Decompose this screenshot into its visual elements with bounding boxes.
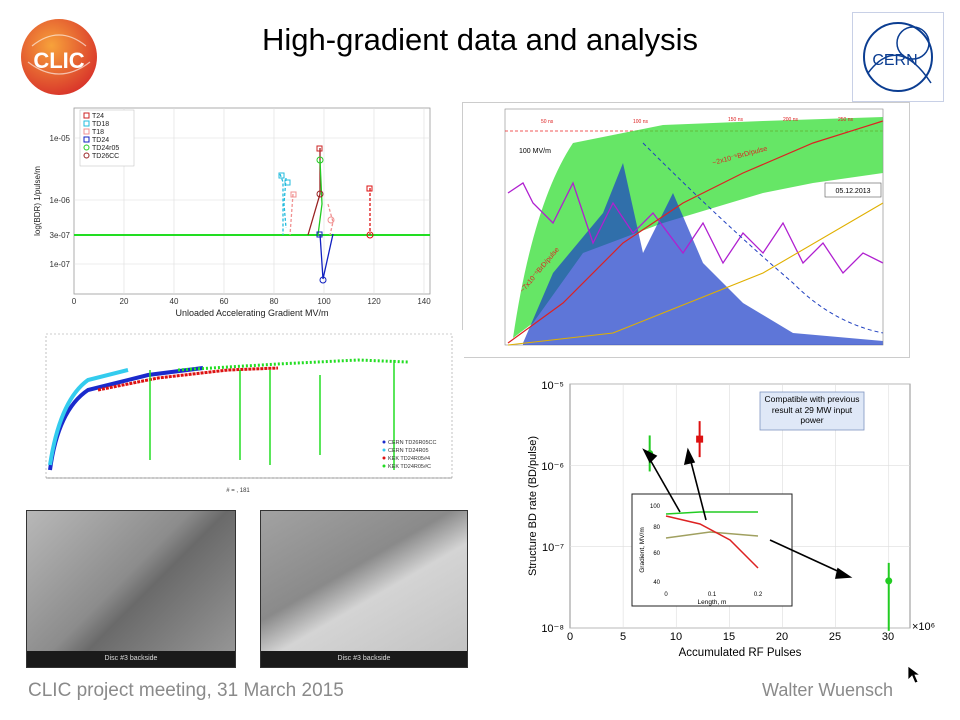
date-annotation: 05.12.2013 xyxy=(835,188,870,195)
sem-caption-right: Disc #3 backside xyxy=(261,651,467,667)
conditioning-history-plot: 100 MV/m 05.12.2013 ~2x10⁻⁵BrD/pulse ~7x… xyxy=(462,102,910,358)
svg-text:80: 80 xyxy=(653,525,660,531)
svg-text:TD24: TD24 xyxy=(92,137,109,144)
svg-text:10: 10 xyxy=(670,631,682,643)
svg-text:T24: T24 xyxy=(92,113,104,120)
y-axis-label: log(BDR) 1/pulse/m xyxy=(33,166,42,236)
svg-text:140: 140 xyxy=(417,297,431,306)
svg-text:Length, m: Length, m xyxy=(698,599,727,606)
bdr-vs-gradient-plot: T24 TD18 T18 TD24 TD24r05 TD26CC 1e-05 1… xyxy=(28,104,438,326)
svg-text:200 ns: 200 ns xyxy=(783,117,799,123)
structure-x-label: Accumulated RF Pulses xyxy=(679,647,802,659)
svg-text:20: 20 xyxy=(776,631,788,643)
svg-text:TD26CC: TD26CC xyxy=(92,153,119,160)
x-multiplier: ×10⁶ xyxy=(912,621,935,633)
svg-text:25: 25 xyxy=(829,631,841,643)
sem-caption-left: Disc #3 backside xyxy=(27,651,235,667)
mouse-cursor-icon xyxy=(906,664,924,686)
svg-text:KEK TD24R05#4: KEK TD24R05#4 xyxy=(388,456,430,462)
compatibility-note: Compatible with previous result at 29 MW… xyxy=(764,394,860,425)
data-point xyxy=(885,577,893,585)
slide-title: High-gradient data and analysis xyxy=(262,22,698,57)
svg-text:250 ns: 250 ns xyxy=(838,117,854,123)
svg-text:100: 100 xyxy=(317,297,331,306)
svg-text:20: 20 xyxy=(120,297,129,306)
svg-text:5: 5 xyxy=(620,631,626,643)
x-axis-label: Unloaded Accelerating Gradient MV/m xyxy=(175,308,328,318)
svg-text:40: 40 xyxy=(170,297,179,306)
footer-meeting: CLIC project meeting, 31 March 2015 xyxy=(28,680,344,701)
ytick: 1e-07 xyxy=(50,260,71,269)
gradient-annotation: 100 MV/m xyxy=(519,148,551,155)
svg-text:80: 80 xyxy=(270,297,279,306)
svg-text:60: 60 xyxy=(220,297,229,306)
cern-logo-graphic: CERN xyxy=(863,22,933,92)
svg-text:100 ns: 100 ns xyxy=(633,119,649,125)
svg-text:TD18: TD18 xyxy=(92,121,109,128)
footer-author: Walter Wuensch xyxy=(762,680,894,700)
svg-text:120: 120 xyxy=(367,297,381,306)
svg-text:10⁻⁵: 10⁻⁵ xyxy=(541,380,564,392)
svg-text:30: 30 xyxy=(882,631,894,643)
clic-logo-graphic: CLIC xyxy=(21,19,97,95)
sem-image-left: Disc #3 backside xyxy=(26,510,236,668)
structure-bd-rate-plot: Compatible with previous result at 29 MW… xyxy=(520,372,940,668)
svg-text:T18: T18 xyxy=(92,129,104,136)
svg-text:10⁻⁸: 10⁻⁸ xyxy=(541,623,564,635)
data-point xyxy=(696,435,704,443)
ytick: 1e-05 xyxy=(50,134,71,143)
svg-text:Gradient, MV/m: Gradient, MV/m xyxy=(639,527,646,573)
sem-image-right: Disc #3 backside xyxy=(260,510,468,668)
conditioning-xlabel: # = , 181 xyxy=(226,488,250,494)
clic-logo-text: CLIC xyxy=(33,48,84,73)
structure-y-label: Structure BD rate (BD/pulse) xyxy=(527,436,539,576)
svg-text:TD24r05: TD24r05 xyxy=(92,145,119,152)
conditioning-comparison-plot: CERN TD26R05CC CERN TD24R05 KEK TD24R05#… xyxy=(28,330,464,498)
svg-text:10⁻⁷: 10⁻⁷ xyxy=(542,542,564,554)
ytick: 1e-06 xyxy=(50,196,71,205)
svg-text:100: 100 xyxy=(650,504,661,510)
cern-logo: CERN xyxy=(852,12,944,102)
svg-text:15: 15 xyxy=(723,631,735,643)
svg-text:0.2: 0.2 xyxy=(754,592,763,598)
ytick: 3e-07 xyxy=(50,231,71,240)
svg-text:0.1: 0.1 xyxy=(708,592,717,598)
svg-text:KEK TD24R05#C: KEK TD24R05#C xyxy=(388,464,431,470)
gradient-profile-inset: 100 80 60 40 0 0.1 0.2 Length, m Gradien… xyxy=(631,493,793,607)
clic-logo: CLIC xyxy=(18,16,100,98)
svg-text:CERN TD24R05: CERN TD24R05 xyxy=(388,448,429,454)
svg-text:150 ns: 150 ns xyxy=(728,117,744,123)
svg-text:0: 0 xyxy=(567,631,573,643)
svg-text:0: 0 xyxy=(664,592,668,598)
svg-text:50 ns: 50 ns xyxy=(541,119,554,125)
conditioning-legend: CERN TD26R05CC CERN TD24R05 KEK TD24R05#… xyxy=(382,440,437,470)
bdr-plot-legend: T24 TD18 T18 TD24 TD24r05 TD26CC xyxy=(79,109,135,167)
svg-text:0: 0 xyxy=(72,297,77,306)
cern-logo-text: CERN xyxy=(872,52,917,69)
svg-text:60: 60 xyxy=(653,551,660,557)
svg-text:10⁻⁶: 10⁻⁶ xyxy=(541,461,564,473)
svg-text:CERN TD26R05CC: CERN TD26R05CC xyxy=(388,440,437,446)
svg-text:40: 40 xyxy=(653,580,660,586)
